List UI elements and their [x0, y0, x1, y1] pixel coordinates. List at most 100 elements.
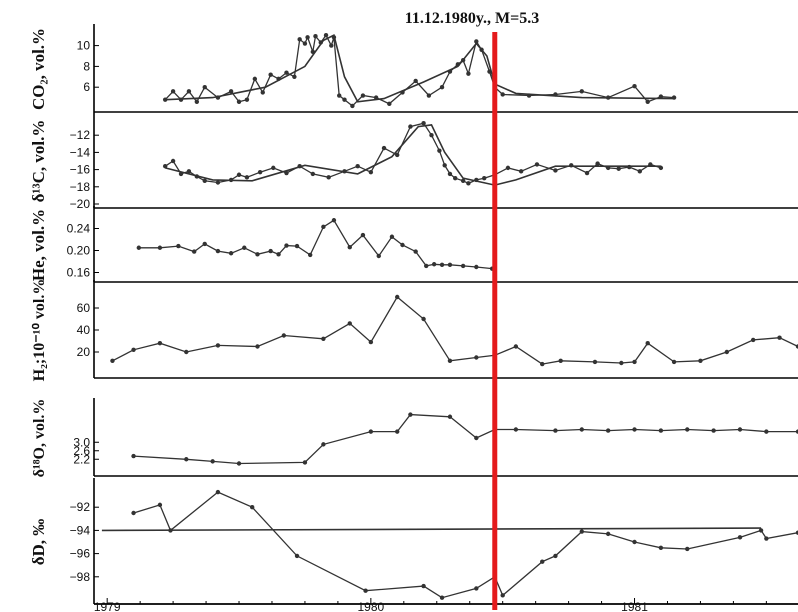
y-tick-label: −18 — [70, 180, 91, 194]
data-point — [215, 489, 221, 495]
y-tick-label: −16 — [70, 163, 91, 177]
data-point — [297, 37, 302, 42]
data-point — [447, 262, 453, 267]
data-point — [500, 593, 505, 598]
data-point — [157, 502, 163, 508]
data-point — [131, 453, 136, 459]
data-point — [421, 120, 426, 126]
data-point — [242, 245, 247, 250]
data-point — [619, 360, 624, 366]
data-point — [540, 559, 545, 564]
data-point — [453, 176, 458, 181]
data-point — [558, 358, 563, 363]
data-point — [323, 33, 329, 38]
data-point — [157, 245, 163, 250]
y-tick-label: 10 — [77, 39, 91, 53]
data-point — [698, 358, 703, 363]
data-point — [637, 169, 642, 174]
data-point — [360, 232, 366, 238]
y-tick-label: 8 — [83, 59, 90, 73]
y-tick-label: 60 — [77, 301, 91, 315]
data-point — [110, 358, 115, 363]
y-axis-label: He, vol.% — [29, 209, 48, 281]
y-axis-label: δD, ‰ — [29, 519, 48, 566]
data-point — [795, 344, 798, 349]
data-point — [592, 359, 598, 365]
data-point — [645, 99, 650, 104]
data-point — [313, 34, 318, 39]
data-point — [202, 241, 207, 247]
data-point — [395, 294, 400, 300]
data-point — [255, 252, 260, 257]
data-point — [400, 242, 405, 248]
data-point — [750, 337, 756, 343]
data-point — [645, 341, 650, 346]
data-point — [424, 263, 429, 269]
data-point — [308, 252, 313, 258]
data-point — [368, 339, 374, 345]
data-point — [302, 460, 308, 465]
y-tick-label: 0.20 — [67, 244, 91, 258]
data-point — [162, 97, 168, 102]
data-point — [408, 412, 413, 417]
data-point — [310, 171, 316, 177]
data-point — [260, 90, 265, 95]
data-point — [157, 341, 163, 346]
data-point — [632, 359, 637, 365]
data-point — [460, 178, 466, 183]
data-point — [271, 165, 276, 171]
y-axis-label: H₂;10⁻¹⁰ vol.% — [31, 279, 48, 382]
y-tick-label: 6 — [83, 80, 90, 94]
series-line — [164, 33, 675, 107]
x-axis: 1979 1980 1981 — [94, 598, 798, 612]
x-tick-label: 1979 — [94, 600, 121, 612]
series-line — [133, 413, 798, 465]
panel-dd: −92 −94 −96 −98 δD, ‰ — [29, 478, 798, 605]
data-point — [321, 336, 326, 341]
y-tick-label: −20 — [70, 197, 91, 211]
data-point — [342, 97, 347, 102]
data-point — [466, 71, 471, 76]
data-point — [605, 428, 611, 433]
data-point — [439, 85, 445, 90]
data-point — [184, 457, 189, 462]
data-point — [534, 162, 540, 167]
data-point — [474, 355, 479, 360]
data-point — [658, 428, 664, 433]
series-line — [112, 296, 798, 365]
y-tick-label: −94 — [70, 523, 91, 537]
y-axis-label: CO₂, vol.% — [29, 28, 48, 110]
data-point — [294, 553, 300, 559]
data-point — [553, 168, 558, 173]
panel-d18o: 2.22.63.0 δ¹⁸O, vol.% — [31, 398, 798, 477]
data-point — [447, 171, 453, 177]
data-point — [421, 316, 426, 322]
data-point — [350, 103, 355, 109]
data-point — [236, 461, 242, 466]
data-point — [186, 89, 192, 94]
data-point — [252, 76, 258, 82]
data-point — [421, 583, 426, 589]
data-point — [186, 169, 192, 174]
data-point — [202, 178, 207, 183]
data-point — [579, 89, 584, 94]
data-point — [363, 588, 368, 593]
data-point — [268, 72, 273, 77]
data-point — [250, 505, 255, 510]
data-point — [170, 158, 176, 164]
y-tick-label: −96 — [70, 547, 91, 561]
data-point — [513, 427, 519, 432]
data-point — [184, 349, 189, 355]
data-point — [236, 99, 242, 104]
data-point — [474, 264, 479, 270]
y-tick-label: 40 — [77, 323, 91, 337]
data-point — [276, 252, 281, 257]
data-point — [244, 175, 250, 180]
series-line — [164, 122, 662, 185]
data-point — [540, 361, 545, 367]
data-point — [191, 249, 197, 254]
y-axis-label: δ¹³C, vol.% — [29, 120, 48, 203]
data-point — [395, 152, 400, 158]
panel-co2: 10 8 6 CO₂, vol.% — [29, 24, 798, 113]
data-point — [202, 85, 207, 90]
